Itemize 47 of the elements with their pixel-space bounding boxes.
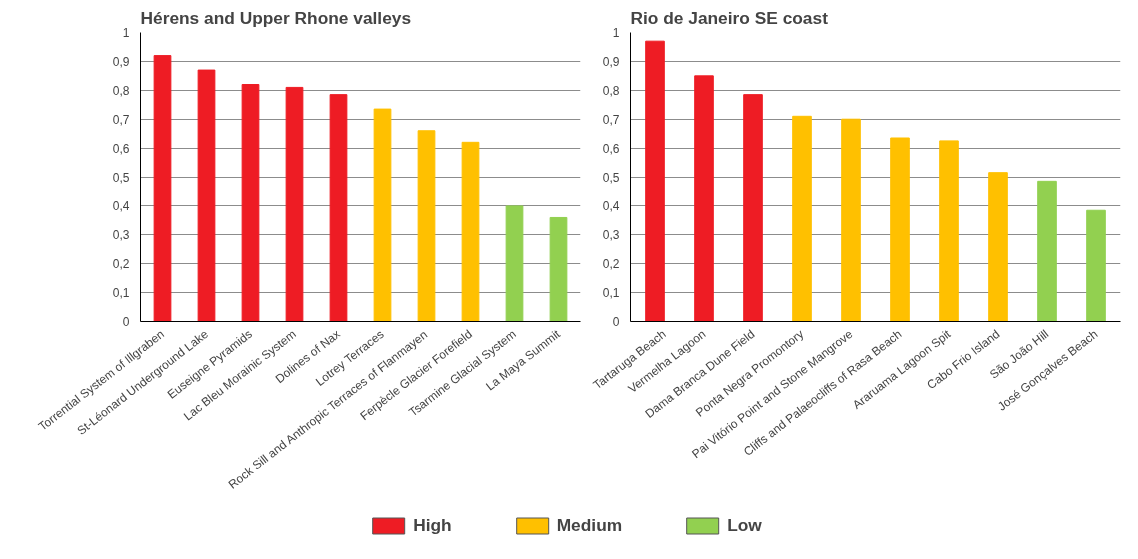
- bar: [241, 84, 260, 322]
- bar: [988, 172, 1008, 322]
- bar: [841, 118, 861, 322]
- y-tick-label: 0,7: [602, 112, 620, 127]
- bar: [461, 141, 480, 322]
- legend-label: Medium: [556, 514, 623, 536]
- y-tick-label: 0,8: [602, 83, 620, 98]
- bar: [197, 69, 216, 322]
- y-tick-label: 0,9: [602, 54, 620, 69]
- bar: [285, 86, 304, 322]
- y-tick-label: 0,4: [112, 199, 130, 214]
- bar: [939, 140, 959, 322]
- y-tick-label: 0,3: [112, 228, 130, 243]
- bar: [417, 130, 436, 322]
- y-tick-label: 0,6: [602, 141, 620, 156]
- y-tick-label: 0,9: [112, 54, 130, 69]
- y-tick-label: 0,1: [602, 286, 620, 301]
- bar: [645, 40, 665, 322]
- y-tick-label: 0,1: [112, 286, 130, 301]
- bar: [694, 75, 714, 322]
- y-tick-label: 0,5: [112, 170, 130, 185]
- chart-title: Rio de Janeiro SE coast: [630, 7, 829, 28]
- bar: [1086, 209, 1106, 322]
- bar: [743, 94, 763, 322]
- y-tick-label: 0,2: [602, 257, 620, 272]
- y-tick-label: 0,5: [602, 170, 620, 185]
- bar: [505, 205, 524, 322]
- chart-title: Hérens and Upper Rhone valleys: [140, 7, 412, 28]
- y-tick-label: 0: [612, 315, 620, 329]
- bar: [549, 216, 568, 322]
- y-tick-label: 0,7: [112, 112, 130, 127]
- y-tick-label: 0,4: [602, 199, 620, 214]
- y-tick-label: 0,2: [112, 257, 130, 272]
- y-tick-label: 1: [612, 26, 620, 40]
- legend-label: Low: [727, 514, 762, 536]
- bar: [1037, 180, 1057, 322]
- bar: [153, 55, 172, 322]
- bar: [792, 115, 812, 322]
- bar: [329, 94, 348, 322]
- y-tick-label: 0,8: [112, 83, 130, 98]
- y-tick-label: 1: [122, 26, 130, 40]
- bar: [373, 108, 392, 322]
- y-tick-label: 0,6: [112, 141, 130, 156]
- y-tick-label: 0: [122, 315, 130, 329]
- y-tick-label: 0,3: [602, 228, 620, 243]
- legend-label: High: [413, 514, 452, 536]
- bar: [890, 137, 910, 322]
